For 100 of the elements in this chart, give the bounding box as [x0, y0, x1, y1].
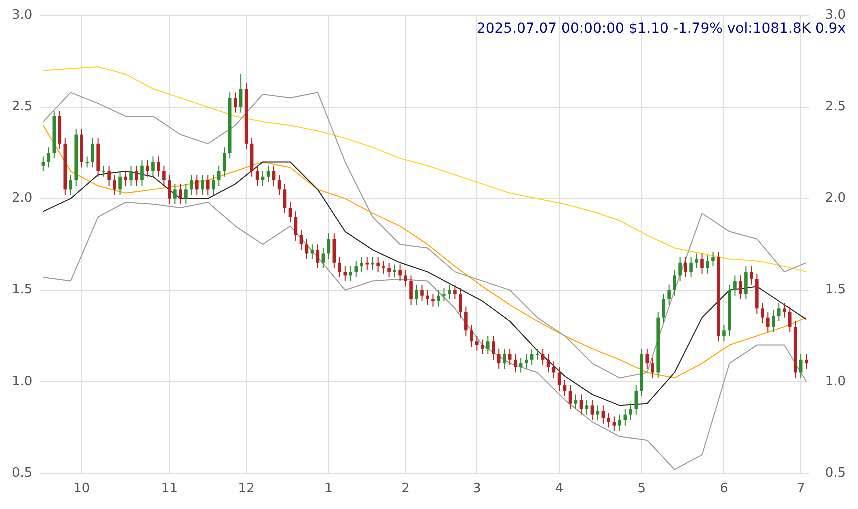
candlestick: [629, 403, 633, 421]
y-tick-label: 2.5: [12, 100, 33, 115]
candlestick: [42, 156, 46, 172]
candlestick: [442, 288, 446, 302]
candlestick: [415, 284, 418, 306]
candlestick: [668, 284, 671, 306]
candlestick: [294, 211, 298, 242]
candlestick: [624, 408, 628, 426]
x-tick-label: 12: [238, 482, 255, 497]
candlestick: [135, 165, 138, 187]
candlestick: [706, 255, 710, 274]
candlestick: [646, 348, 650, 370]
candlestick: [382, 260, 386, 274]
x-tick-label: 1: [324, 482, 334, 497]
candlestick: [508, 348, 512, 366]
candlestick: [332, 233, 336, 269]
x-tick-label: 5: [638, 482, 646, 497]
candlestick: [437, 290, 440, 308]
y-tick-label: 2.0: [12, 191, 33, 206]
y2-tick-label: 2.0: [825, 191, 846, 206]
candlestick: [124, 170, 128, 187]
y2-tick-label: 0.5: [825, 466, 846, 481]
candlestick: [162, 165, 166, 187]
candlestick: [174, 184, 177, 205]
candlestick: [420, 284, 424, 302]
candlestick: [712, 251, 715, 268]
candlestick: [673, 270, 676, 296]
candlestick: [464, 306, 468, 337]
candlestick: [602, 405, 606, 424]
x-tick-label: 4: [555, 482, 564, 497]
candlestick: [634, 385, 638, 416]
candlestick: [113, 174, 116, 196]
candlestick: [536, 348, 540, 360]
candlestick: [766, 312, 770, 333]
candlestick: [476, 336, 479, 352]
candlestick: [130, 165, 133, 187]
candlestick: [772, 310, 776, 333]
candlestick: [404, 270, 408, 288]
candlestick: [558, 366, 562, 392]
candlestick: [690, 256, 693, 278]
candlestick: [596, 405, 600, 421]
candlestick: [541, 348, 545, 366]
candlestick: [91, 138, 94, 168]
candlestick: [410, 275, 413, 306]
candlestick: [761, 302, 764, 324]
y2-tick-label: 2.5: [825, 100, 846, 115]
candlestick: [744, 266, 748, 300]
candlestick: [354, 260, 358, 278]
candlestick: [612, 416, 616, 432]
candlestick: [618, 414, 622, 432]
x-tick-label: 6: [720, 482, 728, 497]
candlestick: [459, 288, 462, 318]
y-tick-label: 0.5: [12, 466, 33, 481]
x-tick-label: 11: [161, 482, 178, 497]
x-tick-label: 10: [74, 482, 90, 497]
chart-title: 2025.07.07 00:00:00 $1.10 -1.79% vol:1081.8K 0.9x: [476, 21, 846, 37]
candlestick: [393, 264, 396, 278]
y2-tick-label: 1.0: [825, 374, 846, 390]
candlestick: [388, 262, 391, 278]
x-tick-label: 7: [796, 482, 806, 497]
candlestick: [206, 174, 210, 196]
candlestick: [426, 290, 430, 306]
candlestick: [196, 174, 199, 196]
candlestick: [782, 302, 786, 318]
candlestick: [590, 400, 594, 421]
candlestick: [530, 348, 534, 366]
candlestick: [360, 256, 364, 273]
y-tick-label: 1.5: [12, 282, 33, 298]
x-tick-label: 2: [402, 482, 410, 497]
candlestick: [266, 165, 270, 183]
candlestick: [146, 160, 150, 178]
candlestick: [486, 336, 490, 355]
candlestick: [750, 266, 754, 286]
candlestick: [190, 174, 194, 196]
candlestick: [678, 256, 682, 282]
candlestick: [651, 358, 654, 379]
y2-tick-label: 3.0: [825, 8, 846, 24]
candlestick: [552, 361, 556, 379]
candlestick: [69, 174, 73, 196]
candlestick: [86, 156, 89, 168]
candlestick: [722, 324, 726, 342]
candlestick: [349, 266, 353, 282]
candlestick: [239, 74, 243, 114]
candlestick: [454, 284, 457, 300]
y2-tick-label: 1.5: [825, 282, 846, 298]
candlestick: [574, 394, 578, 410]
candlestick: [168, 174, 172, 205]
candlestick: [695, 253, 698, 269]
candlestick: [152, 156, 155, 178]
candlestick: [234, 92, 238, 114]
candlestick: [200, 174, 204, 196]
candlestick: [448, 284, 452, 300]
y-tick-label: 1.0: [12, 374, 33, 390]
candlestick: [157, 156, 160, 178]
candlestick: [140, 160, 144, 187]
candlestick: [568, 385, 572, 410]
candlestick: [662, 294, 666, 324]
candlestick: [212, 174, 216, 196]
y-tick-label: 3.0: [12, 8, 33, 24]
candlestick: [102, 165, 106, 178]
